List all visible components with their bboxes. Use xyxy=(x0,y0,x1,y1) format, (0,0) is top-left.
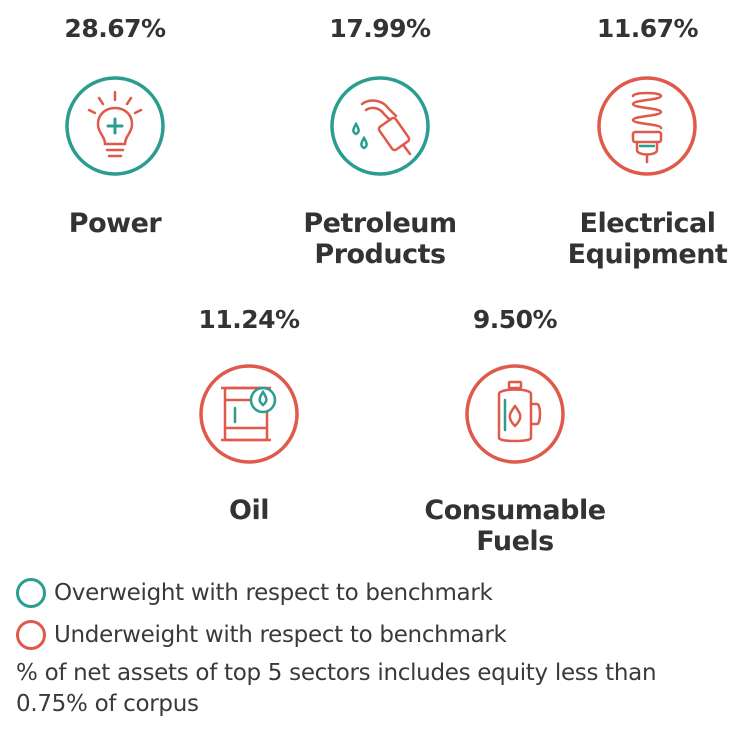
sector-percentage: 17.99% xyxy=(329,14,431,43)
sector-power: 28.67% Power xyxy=(40,0,190,270)
sector-petroleum-products: 17.99% Petroleum Products xyxy=(300,0,460,270)
sector-name: Power xyxy=(68,208,162,239)
legend-overweight: Overweight with respect to benchmark xyxy=(16,576,493,610)
sector-percentage: 28.67% xyxy=(64,14,166,43)
sector-percentage: 11.67% xyxy=(596,14,699,43)
sector-oil: 11.24% Oil xyxy=(174,295,324,535)
legend-underweight-label: Underweight with respect to benchmark xyxy=(54,622,507,648)
lightbulb-icon xyxy=(61,72,169,180)
legend-underweight: Underweight with respect to benchmark xyxy=(16,618,507,652)
legend-overweight-label: Overweight with respect to benchmark xyxy=(54,580,493,606)
gas-canister-icon xyxy=(461,360,569,468)
cfl-bulb-icon xyxy=(593,72,701,180)
sector-consumable-fuels: 9.50% Consumable Fuels xyxy=(420,295,610,565)
sector-name: Oil xyxy=(229,495,269,526)
sector-percentage: 9.50% xyxy=(472,305,558,334)
overweight-ring-icon xyxy=(16,578,46,608)
oil-barrel-icon xyxy=(195,360,303,468)
sector-name: Electrical Equipment xyxy=(567,208,728,270)
underweight-ring-icon xyxy=(16,620,46,650)
sector-name: Consumable Fuels xyxy=(424,495,606,557)
footnote: % of net assets of top 5 sectors include… xyxy=(16,660,657,717)
sector-name: Petroleum Products xyxy=(303,208,457,270)
sector-percentage: 11.24% xyxy=(198,305,300,334)
sector-electrical-equipment: 11.67% Electrical Equipment xyxy=(565,0,730,270)
fuel-nozzle-icon xyxy=(326,72,434,180)
